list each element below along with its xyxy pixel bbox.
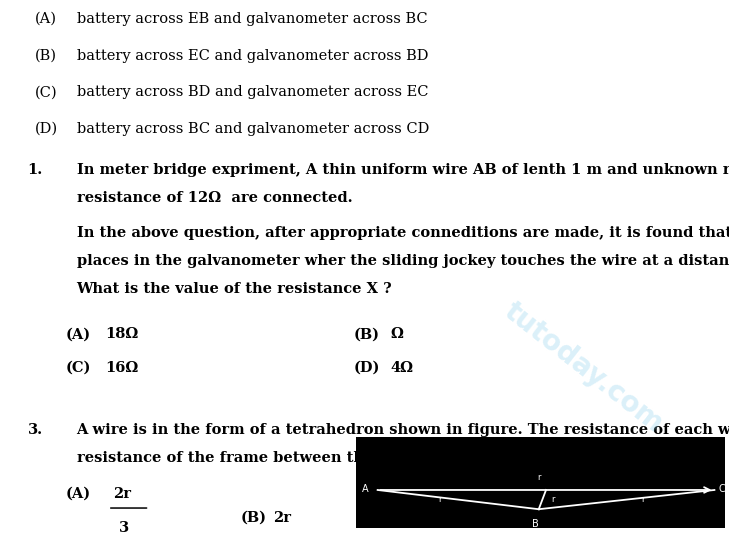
Text: r: r — [537, 474, 540, 482]
Text: (D): (D) — [354, 361, 380, 375]
Text: r: r — [641, 495, 644, 504]
Text: (B): (B) — [354, 327, 380, 341]
Bar — [356, 437, 725, 528]
Text: 16Ω: 16Ω — [106, 361, 139, 375]
Text: battery across EC and galvanometer across BD: battery across EC and galvanometer acros… — [77, 49, 428, 63]
Text: places in the galvanometer wher the sliding jockey touches the wire at a distanc: places in the galvanometer wher the slid… — [77, 254, 729, 268]
Text: (A): (A) — [66, 327, 90, 341]
Text: battery across BD and galvanometer across EC: battery across BD and galvanometer acros… — [77, 85, 428, 99]
Text: (B): (B) — [241, 511, 267, 525]
Text: 2r: 2r — [273, 511, 292, 525]
Text: 3.: 3. — [28, 423, 43, 437]
Text: Ω: Ω — [390, 327, 403, 341]
Text: (C): (C) — [66, 361, 91, 375]
Text: In meter bridge expriment, A thin uniform wire AB of lenth 1 m and unknown resis: In meter bridge expriment, A thin unifor… — [77, 163, 729, 177]
Text: (C): (C) — [35, 85, 58, 99]
Text: (D): (D) — [35, 122, 58, 136]
Text: tutoday.com: tutoday.com — [498, 296, 668, 438]
Text: C: C — [719, 484, 725, 494]
Text: resistance of 12Ω  are connected.: resistance of 12Ω are connected. — [77, 191, 352, 205]
Text: In the above question, after appropriate conneditions are made, it is found that: In the above question, after appropriate… — [77, 226, 729, 240]
Text: A: A — [362, 484, 368, 494]
Text: 3: 3 — [119, 521, 129, 535]
Text: What is the value of the resistance X ?: What is the value of the resistance X ? — [77, 282, 392, 296]
Text: 2r: 2r — [113, 487, 131, 501]
Text: r: r — [438, 495, 442, 504]
Text: battery across EB and galvanometer across BC: battery across EB and galvanometer acros… — [77, 12, 427, 26]
Text: 1.: 1. — [28, 163, 43, 177]
Text: (B): (B) — [35, 49, 57, 63]
Text: (A): (A) — [66, 487, 90, 501]
Text: r: r — [552, 495, 555, 504]
Text: A wire is in the form of a tetrahedron shown in figure. The resistance of each w: A wire is in the form of a tetrahedron s… — [77, 423, 729, 437]
Text: B: B — [531, 519, 539, 529]
Text: resistance of the frame between the corners A and B.: resistance of the frame between the corn… — [77, 451, 515, 465]
Text: 18Ω: 18Ω — [106, 327, 139, 341]
Text: 4Ω: 4Ω — [390, 361, 413, 375]
Text: (A): (A) — [35, 12, 57, 26]
Text: battery across BC and galvanometer across CD: battery across BC and galvanometer acros… — [77, 122, 429, 136]
